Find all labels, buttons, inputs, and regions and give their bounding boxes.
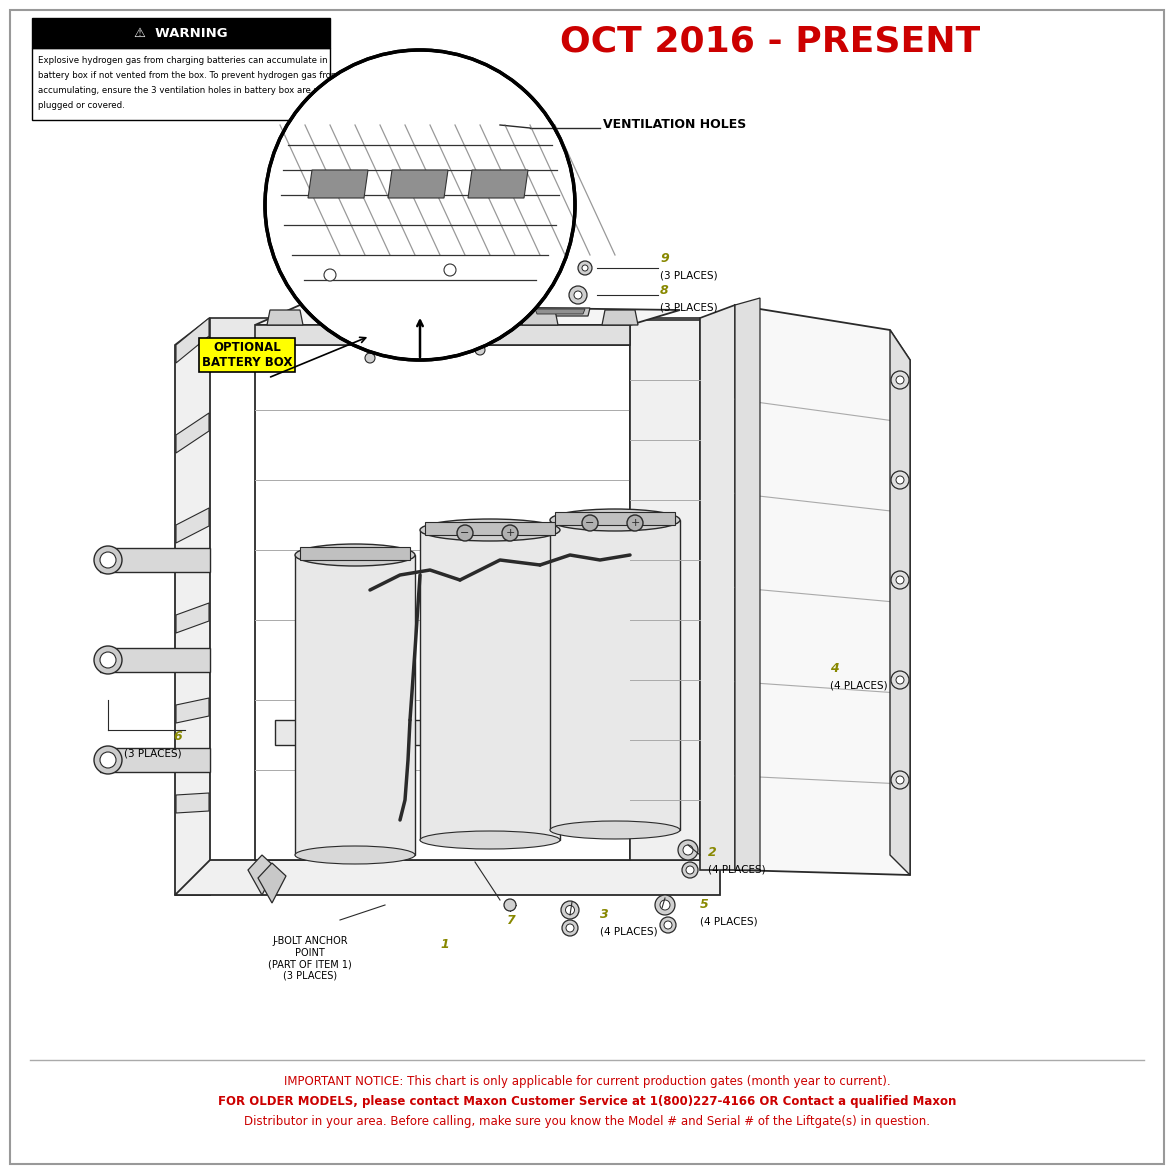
- Circle shape: [896, 475, 904, 484]
- Circle shape: [896, 776, 904, 784]
- Circle shape: [94, 745, 122, 774]
- Text: +: +: [630, 518, 640, 528]
- Polygon shape: [255, 345, 630, 861]
- Circle shape: [566, 905, 574, 915]
- Circle shape: [574, 291, 582, 299]
- Circle shape: [457, 525, 473, 541]
- Text: Explosive hydrogen gas from charging batteries can accumulate in: Explosive hydrogen gas from charging bat…: [38, 56, 328, 65]
- Text: 9: 9: [660, 251, 669, 264]
- Circle shape: [891, 672, 909, 689]
- Polygon shape: [255, 325, 630, 345]
- Circle shape: [94, 646, 122, 674]
- Circle shape: [682, 862, 699, 878]
- Circle shape: [683, 845, 693, 855]
- Ellipse shape: [549, 821, 680, 839]
- Circle shape: [891, 371, 909, 389]
- Circle shape: [660, 900, 670, 910]
- Text: −: −: [586, 518, 595, 528]
- Circle shape: [266, 52, 573, 358]
- Polygon shape: [700, 305, 735, 870]
- Polygon shape: [275, 720, 615, 745]
- Text: (4 PLACES): (4 PLACES): [600, 927, 657, 937]
- Circle shape: [655, 895, 675, 915]
- Circle shape: [475, 345, 485, 355]
- Polygon shape: [301, 547, 410, 560]
- Text: 8: 8: [660, 283, 669, 297]
- Text: 6: 6: [174, 730, 182, 743]
- Text: J-BOLT ANCHOR
POINT
(PART OF ITEM 1)
(3 PLACES): J-BOLT ANCHOR POINT (PART OF ITEM 1) (3 …: [268, 936, 352, 980]
- Polygon shape: [387, 170, 448, 198]
- Polygon shape: [735, 298, 760, 870]
- Polygon shape: [176, 318, 209, 363]
- Ellipse shape: [420, 831, 560, 849]
- Polygon shape: [266, 310, 303, 325]
- Polygon shape: [175, 838, 720, 895]
- Circle shape: [891, 771, 909, 789]
- Circle shape: [569, 286, 587, 304]
- Polygon shape: [735, 305, 910, 875]
- Ellipse shape: [295, 544, 414, 566]
- Circle shape: [686, 866, 694, 873]
- Polygon shape: [555, 512, 675, 525]
- Circle shape: [100, 552, 116, 568]
- Circle shape: [896, 676, 904, 684]
- Polygon shape: [440, 308, 500, 316]
- Polygon shape: [258, 863, 286, 903]
- Polygon shape: [445, 309, 495, 313]
- Text: VENTILATION HOLES: VENTILATION HOLES: [603, 119, 747, 131]
- Text: 4: 4: [830, 661, 838, 675]
- Circle shape: [425, 350, 436, 360]
- Text: plugged or covered.: plugged or covered.: [38, 101, 124, 110]
- Ellipse shape: [420, 519, 560, 541]
- Text: ⚠  WARNING: ⚠ WARNING: [134, 27, 228, 40]
- Polygon shape: [176, 413, 209, 453]
- Text: (3 PLACES): (3 PLACES): [124, 749, 182, 760]
- Circle shape: [562, 920, 578, 936]
- Polygon shape: [890, 330, 910, 875]
- Polygon shape: [350, 308, 410, 316]
- Polygon shape: [32, 18, 330, 48]
- Polygon shape: [535, 309, 585, 313]
- Text: (3 PLACES): (3 PLACES): [660, 270, 717, 281]
- Text: battery box if not vented from the box. To prevent hydrogen gas from: battery box if not vented from the box. …: [38, 70, 339, 80]
- Polygon shape: [529, 308, 591, 316]
- Polygon shape: [100, 648, 210, 672]
- Text: OCT 2016 - PRESENT: OCT 2016 - PRESENT: [560, 25, 980, 59]
- Circle shape: [578, 261, 592, 275]
- Polygon shape: [176, 508, 209, 544]
- Polygon shape: [100, 748, 210, 772]
- Circle shape: [896, 576, 904, 583]
- Text: (4 PLACES): (4 PLACES): [830, 680, 888, 690]
- Polygon shape: [210, 318, 700, 350]
- Text: 7: 7: [506, 913, 514, 926]
- Circle shape: [627, 515, 643, 531]
- Polygon shape: [437, 310, 473, 325]
- Text: IMPORTANT NOTICE: This chart is only applicable for current production gates (mo: IMPORTANT NOTICE: This chart is only app…: [284, 1075, 890, 1088]
- Polygon shape: [176, 699, 209, 723]
- Circle shape: [664, 920, 672, 929]
- Circle shape: [566, 924, 574, 932]
- Ellipse shape: [549, 510, 680, 531]
- Circle shape: [100, 753, 116, 768]
- Polygon shape: [630, 321, 700, 861]
- Circle shape: [891, 571, 909, 589]
- Text: 1: 1: [440, 938, 450, 951]
- Ellipse shape: [295, 846, 414, 864]
- Polygon shape: [602, 310, 637, 325]
- Text: OPTIONAL
BATTERY BOX: OPTIONAL BATTERY BOX: [202, 340, 292, 369]
- Text: accumulating, ensure the 3 ventilation holes in battery box are not: accumulating, ensure the 3 ventilation h…: [38, 86, 328, 95]
- Circle shape: [896, 376, 904, 384]
- Polygon shape: [32, 48, 330, 120]
- Polygon shape: [295, 555, 414, 855]
- Polygon shape: [176, 603, 209, 633]
- Text: (4 PLACES): (4 PLACES): [700, 917, 757, 927]
- Polygon shape: [522, 310, 558, 325]
- Text: 5: 5: [700, 898, 709, 911]
- Polygon shape: [468, 170, 528, 198]
- Text: 2: 2: [708, 845, 717, 858]
- Circle shape: [94, 546, 122, 574]
- Text: Distributor in your area. Before calling, make sure you know the Model # and Ser: Distributor in your area. Before calling…: [244, 1115, 930, 1128]
- Circle shape: [100, 652, 116, 668]
- Circle shape: [679, 841, 699, 861]
- Circle shape: [324, 269, 336, 281]
